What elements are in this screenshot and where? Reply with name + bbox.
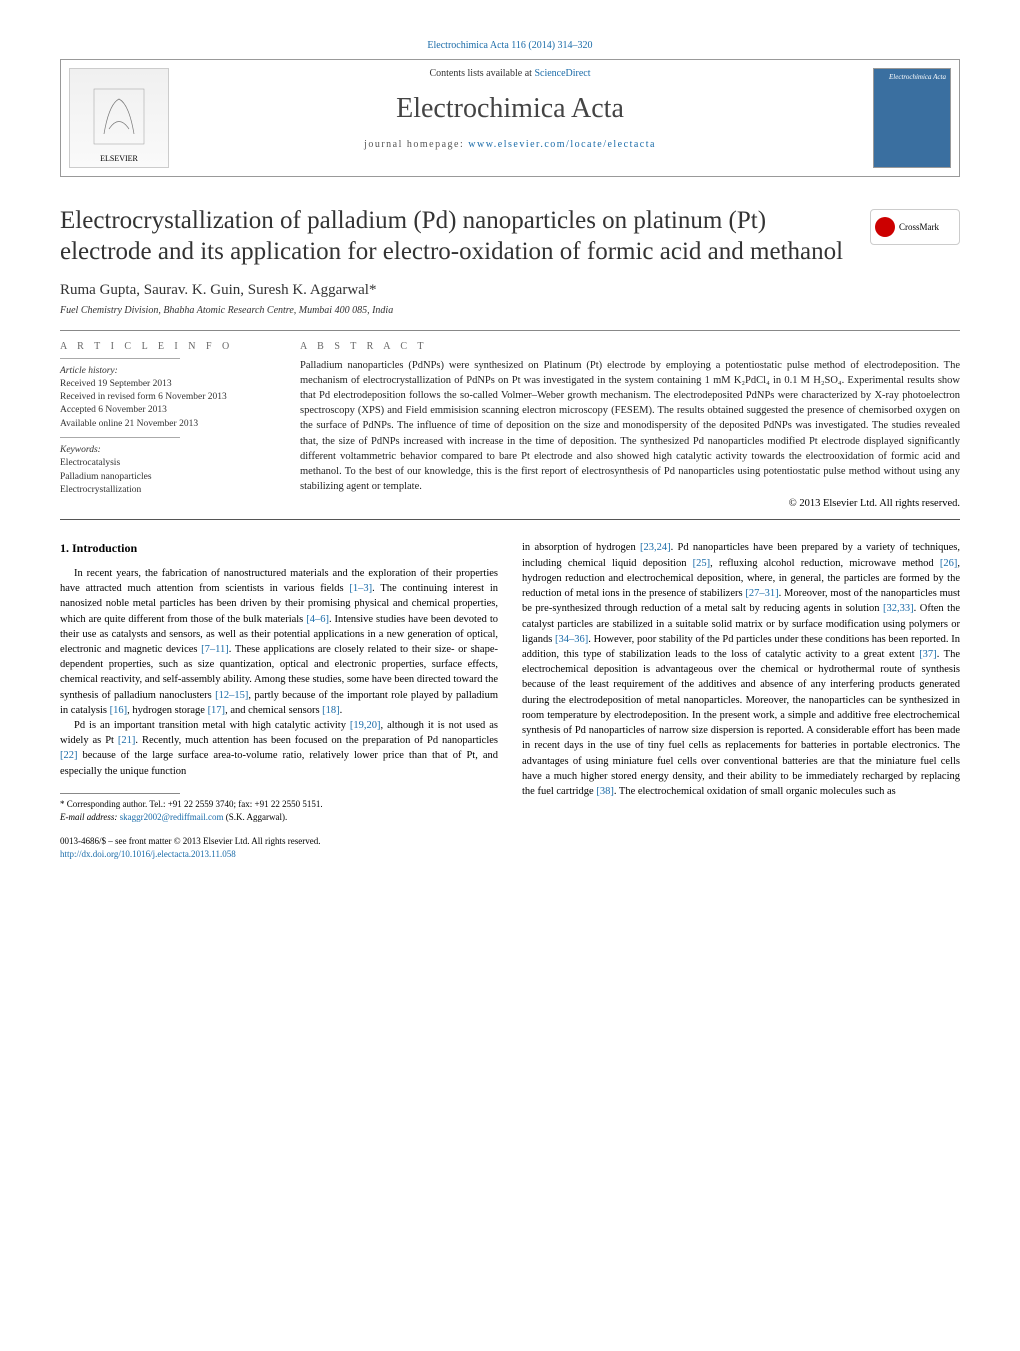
citation[interactable]: [19,20]	[350, 720, 381, 731]
citation[interactable]: [16]	[110, 705, 128, 716]
crossmark-label: CrossMark	[899, 222, 939, 232]
article-title: Electrocrystallization of palladium (Pd)…	[60, 205, 850, 268]
keyword: Electrocatalysis	[60, 457, 280, 470]
journal-header: ELSEVIER Electrochimica Acta Contents li…	[60, 59, 960, 177]
article-info-column: A R T I C L E I N F O Article history: R…	[60, 341, 280, 510]
citation[interactable]: [7–11]	[201, 644, 229, 655]
intro-paragraph: Pd is an important transition metal with…	[60, 718, 498, 779]
contents-available-line: Contents lists available at ScienceDirec…	[181, 68, 839, 79]
bottom-publication-info: 0013-4686/$ – see front matter © 2013 El…	[60, 835, 498, 860]
doi-link[interactable]: http://dx.doi.org/10.1016/j.electacta.20…	[60, 849, 236, 859]
online-date: Available online 21 November 2013	[60, 418, 280, 431]
affiliation: Fuel Chemistry Division, Bhabha Atomic R…	[60, 305, 960, 316]
citation[interactable]: [21]	[118, 735, 136, 746]
crossmark-icon	[875, 217, 895, 237]
citation[interactable]: [38]	[596, 786, 614, 797]
received-date: Received 19 September 2013	[60, 378, 280, 391]
article-info-label: A R T I C L E I N F O	[60, 341, 280, 352]
journal-homepage-line: journal homepage: www.elsevier.com/locat…	[181, 139, 839, 150]
citation[interactable]: [34–36]	[555, 634, 588, 645]
abstract-label: A B S T R A C T	[300, 341, 960, 352]
crossmark-badge[interactable]: CrossMark	[870, 209, 960, 245]
citation[interactable]: [37]	[919, 649, 937, 660]
copyright-line: © 2013 Elsevier Ltd. All rights reserved…	[300, 498, 960, 509]
publisher-logo: ELSEVIER	[69, 68, 169, 168]
article-history-label: Article history:	[60, 365, 280, 378]
divider	[60, 330, 960, 331]
footnote-divider	[60, 793, 180, 794]
top-reference: Electrochimica Acta 116 (2014) 314–320	[60, 40, 960, 51]
citation[interactable]: [1–3]	[349, 583, 372, 594]
left-column: 1. Introduction In recent years, the fab…	[60, 540, 498, 860]
keyword: Palladium nanoparticles	[60, 471, 280, 484]
sciencedirect-link[interactable]: ScienceDirect	[534, 68, 590, 79]
citation[interactable]: [23,24]	[640, 542, 671, 553]
intro-heading: 1. Introduction	[60, 540, 498, 557]
citation[interactable]: [17]	[208, 705, 226, 716]
intro-paragraph: In recent years, the fabrication of nano…	[60, 566, 498, 718]
citation[interactable]: [25]	[693, 558, 711, 569]
journal-homepage-link[interactable]: www.elsevier.com/locate/electacta	[468, 139, 656, 150]
citation[interactable]: [22]	[60, 750, 78, 761]
publisher-name: ELSEVIER	[100, 154, 138, 163]
citation[interactable]: [27–31]	[745, 588, 778, 599]
citation[interactable]: [26]	[940, 558, 958, 569]
revised-date: Received in revised form 6 November 2013	[60, 391, 280, 404]
email-link[interactable]: skaggr2002@rediffmail.com	[120, 812, 224, 822]
body-columns: 1. Introduction In recent years, the fab…	[60, 540, 960, 860]
intro-paragraph: in absorption of hydrogen [23,24]. Pd na…	[522, 540, 960, 799]
citation[interactable]: [4–6]	[306, 614, 329, 625]
abstract-text: Palladium nanoparticles (PdNPs) were syn…	[300, 358, 960, 495]
accepted-date: Accepted 6 November 2013	[60, 404, 280, 417]
corresponding-author-footnote: * Corresponding author. Tel.: +91 22 255…	[60, 798, 498, 823]
authors-line: Ruma Gupta, Saurav. K. Guin, Suresh K. A…	[60, 282, 960, 299]
journal-cover-thumbnail: Electrochimica Acta	[873, 68, 951, 168]
right-column: in absorption of hydrogen [23,24]. Pd na…	[522, 540, 960, 860]
keywords-label: Keywords:	[60, 444, 280, 457]
citation[interactable]: [32,33]	[883, 603, 914, 614]
divider	[60, 519, 960, 520]
citation[interactable]: [12–15]	[215, 690, 248, 701]
keyword: Electrocrystallization	[60, 484, 280, 497]
citation[interactable]: [18]	[322, 705, 340, 716]
journal-name: Electrochimica Acta	[181, 93, 839, 125]
abstract-column: A B S T R A C T Palladium nanoparticles …	[300, 341, 960, 510]
